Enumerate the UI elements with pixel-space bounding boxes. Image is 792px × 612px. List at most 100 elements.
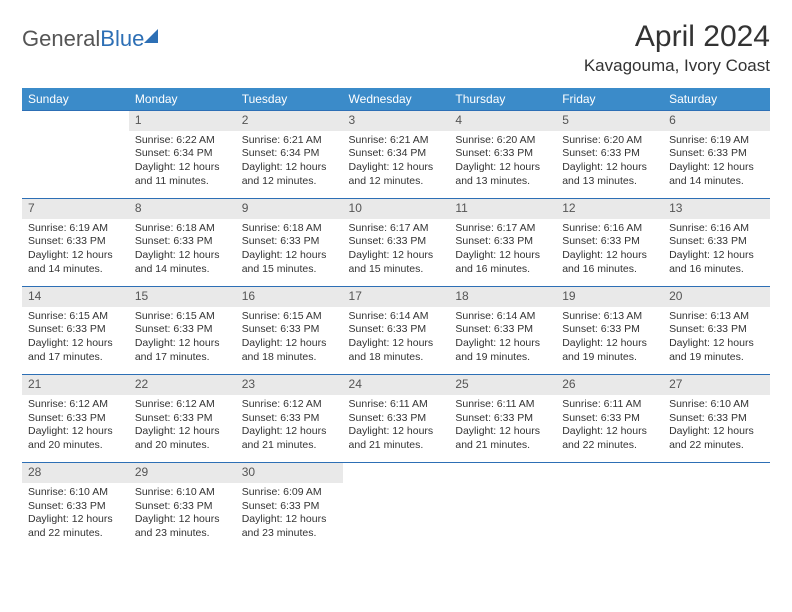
sunset-text: Sunset: 6:33 PM [669,235,764,249]
sunset-text: Sunset: 6:33 PM [562,235,657,249]
day-number: 12 [556,199,663,219]
sunset-text: Sunset: 6:33 PM [242,500,337,514]
sunrise-text: Sunrise: 6:10 AM [669,398,764,412]
day-number [556,463,663,483]
sunset-text: Sunset: 6:33 PM [349,235,444,249]
day-number: 19 [556,287,663,307]
day1-text: Daylight: 12 hours [349,249,444,263]
day-number: 8 [129,199,236,219]
day-cell: Sunrise: 6:18 AMSunset: 6:33 PMDaylight:… [236,219,343,287]
sunset-text: Sunset: 6:33 PM [669,412,764,426]
month-title: April 2024 [584,20,770,54]
sunrise-text: Sunrise: 6:11 AM [349,398,444,412]
sunrise-text: Sunrise: 6:13 AM [669,310,764,324]
day-number: 4 [449,111,556,131]
day-cell: Sunrise: 6:09 AMSunset: 6:33 PMDaylight:… [236,483,343,551]
sunrise-text: Sunrise: 6:12 AM [135,398,230,412]
day-number [22,111,129,131]
sunset-text: Sunset: 6:33 PM [28,323,123,337]
daynum-row: 14151617181920 [22,287,770,307]
day-cell: Sunrise: 6:12 AMSunset: 6:33 PMDaylight:… [236,395,343,463]
sunrise-text: Sunrise: 6:15 AM [242,310,337,324]
day-cell [343,483,450,551]
day2-text: and 13 minutes. [562,175,657,189]
sunset-text: Sunset: 6:33 PM [135,412,230,426]
day1-text: Daylight: 12 hours [455,161,550,175]
sunset-text: Sunset: 6:33 PM [242,412,337,426]
day-cell: Sunrise: 6:10 AMSunset: 6:33 PMDaylight:… [22,483,129,551]
day1-text: Daylight: 12 hours [242,425,337,439]
day-cell: Sunrise: 6:19 AMSunset: 6:33 PMDaylight:… [22,219,129,287]
day1-text: Daylight: 12 hours [135,425,230,439]
day-number: 2 [236,111,343,131]
day1-text: Daylight: 12 hours [28,425,123,439]
day-cell: Sunrise: 6:11 AMSunset: 6:33 PMDaylight:… [343,395,450,463]
sunrise-text: Sunrise: 6:16 AM [562,222,657,236]
sunset-text: Sunset: 6:34 PM [242,147,337,161]
sunset-text: Sunset: 6:33 PM [349,412,444,426]
day-cell: Sunrise: 6:13 AMSunset: 6:33 PMDaylight:… [663,307,770,375]
day-number: 26 [556,375,663,395]
day-cell: Sunrise: 6:12 AMSunset: 6:33 PMDaylight:… [22,395,129,463]
day-number: 23 [236,375,343,395]
sunset-text: Sunset: 6:33 PM [135,500,230,514]
day-number [449,463,556,483]
sunrise-text: Sunrise: 6:19 AM [669,134,764,148]
day-number: 6 [663,111,770,131]
weekday-header: Wednesday [343,88,450,111]
day2-text: and 14 minutes. [669,175,764,189]
day-number: 16 [236,287,343,307]
sunset-text: Sunset: 6:33 PM [28,235,123,249]
day2-text: and 23 minutes. [135,527,230,541]
day2-text: and 20 minutes. [28,439,123,453]
day-cell: Sunrise: 6:15 AMSunset: 6:33 PMDaylight:… [22,307,129,375]
day-number: 29 [129,463,236,483]
sunset-text: Sunset: 6:33 PM [242,323,337,337]
weekday-header: Friday [556,88,663,111]
content-row: Sunrise: 6:10 AMSunset: 6:33 PMDaylight:… [22,483,770,551]
sunrise-text: Sunrise: 6:11 AM [562,398,657,412]
day2-text: and 19 minutes. [562,351,657,365]
sunrise-text: Sunrise: 6:12 AM [28,398,123,412]
day1-text: Daylight: 12 hours [28,249,123,263]
sunrise-text: Sunrise: 6:20 AM [562,134,657,148]
sunset-text: Sunset: 6:33 PM [28,500,123,514]
sunset-text: Sunset: 6:33 PM [349,323,444,337]
day-number: 15 [129,287,236,307]
day-cell [663,483,770,551]
sunrise-text: Sunrise: 6:15 AM [135,310,230,324]
header: GeneralBlue April 2024 Kavagouma, Ivory … [22,20,770,76]
day-number [663,463,770,483]
day2-text: and 23 minutes. [242,527,337,541]
day-number [343,463,450,483]
day2-text: and 22 minutes. [28,527,123,541]
day-number: 14 [22,287,129,307]
day1-text: Daylight: 12 hours [455,337,550,351]
day1-text: Daylight: 12 hours [562,337,657,351]
day-cell [556,483,663,551]
day1-text: Daylight: 12 hours [349,161,444,175]
daynum-row: 282930 [22,463,770,483]
sunrise-text: Sunrise: 6:15 AM [28,310,123,324]
day2-text: and 16 minutes. [669,263,764,277]
day2-text: and 20 minutes. [135,439,230,453]
content-row: Sunrise: 6:19 AMSunset: 6:33 PMDaylight:… [22,219,770,287]
day2-text: and 18 minutes. [242,351,337,365]
day-cell: Sunrise: 6:20 AMSunset: 6:33 PMDaylight:… [449,131,556,199]
sunset-text: Sunset: 6:33 PM [455,147,550,161]
day2-text: and 19 minutes. [669,351,764,365]
day1-text: Daylight: 12 hours [455,425,550,439]
day2-text: and 16 minutes. [562,263,657,277]
day-cell: Sunrise: 6:19 AMSunset: 6:33 PMDaylight:… [663,131,770,199]
sunrise-text: Sunrise: 6:19 AM [28,222,123,236]
weekday-header: Sunday [22,88,129,111]
day-cell: Sunrise: 6:15 AMSunset: 6:33 PMDaylight:… [129,307,236,375]
sunrise-text: Sunrise: 6:21 AM [242,134,337,148]
logo-word2: Blue [100,26,144,51]
sunrise-text: Sunrise: 6:16 AM [669,222,764,236]
day-cell: Sunrise: 6:14 AMSunset: 6:33 PMDaylight:… [343,307,450,375]
day1-text: Daylight: 12 hours [562,425,657,439]
day1-text: Daylight: 12 hours [242,161,337,175]
day1-text: Daylight: 12 hours [28,513,123,527]
day-number: 30 [236,463,343,483]
